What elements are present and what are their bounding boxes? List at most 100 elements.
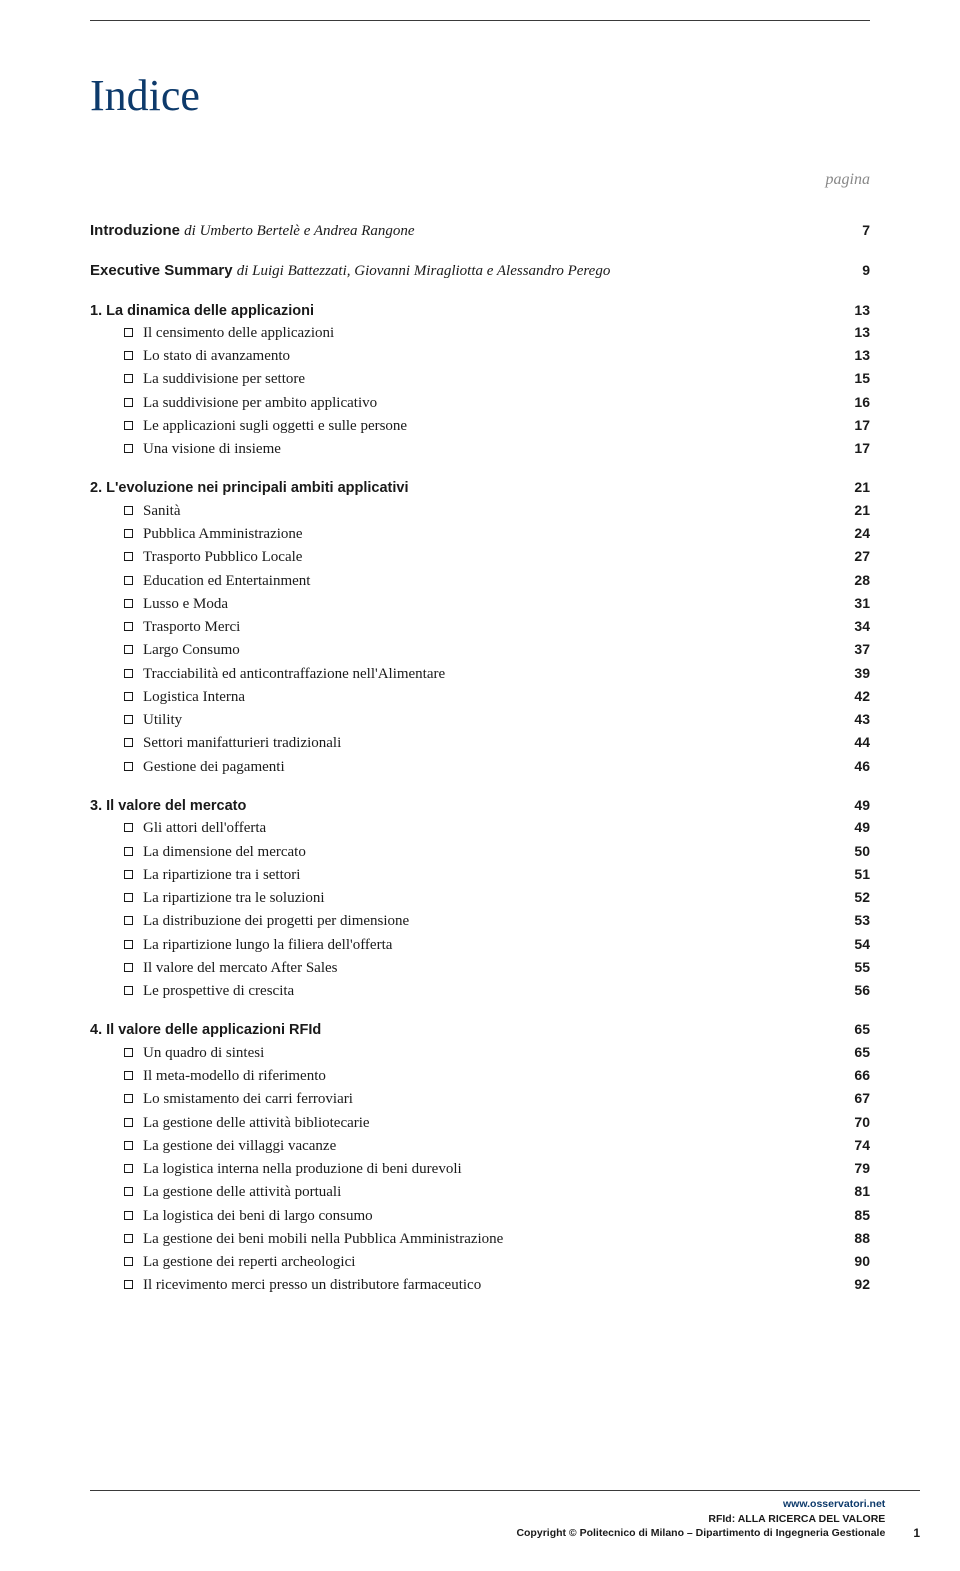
bullet-icon [124,1257,133,1266]
toc-row: Introduzione di Umberto Bertelè e Andrea… [90,219,870,243]
toc-row-label: La suddivisione per ambito applicativo [90,392,830,415]
toc-row-label: Tracciabilità ed anticontraffazione nell… [90,663,830,686]
toc-row-label: Lusso e Moda [90,593,830,616]
toc-row-page: 21 [830,477,870,499]
toc-row: Le prospettive di crescita56 [90,980,870,1003]
toc-row: Logistica Interna42 [90,686,870,709]
bullet-icon [124,1094,133,1103]
toc-row-page: 85 [830,1205,870,1227]
toc-row-page: 49 [830,817,870,839]
toc-row: 4. Il valore delle applicazioni RFId65 [90,1019,870,1041]
toc-row-page: 81 [830,1181,870,1203]
toc-row: Il censimento delle applicazioni13 [90,322,870,345]
bullet-icon [124,669,133,678]
bullet-icon [124,1187,133,1196]
toc-row-label: Executive Summary di Luigi Battezzati, G… [90,259,830,283]
bullet-icon [124,823,133,832]
toc-row-label: Le prospettive di crescita [90,980,830,1003]
toc-row-label: Gli attori dell'offerta [90,817,830,840]
bullet-icon [124,893,133,902]
toc-row-page: 31 [830,593,870,615]
toc-row-label: La logistica dei beni di largo consumo [90,1205,830,1228]
bullet-icon [124,328,133,337]
toc-row-page: 43 [830,709,870,731]
toc-row: La suddivisione per ambito applicativo16 [90,392,870,415]
toc-row-page: 28 [830,570,870,592]
footer-subtitle: RFId: ALLA RICERCA DEL VALORE [90,1512,885,1527]
toc-row-page: 56 [830,980,870,1002]
toc-row: Pubblica Amministrazione24 [90,523,870,546]
footer-rule [90,1490,920,1491]
toc-row: La gestione dei villaggi vacanze74 [90,1135,870,1158]
toc-row-page: 42 [830,686,870,708]
toc-row-label: La dimensione del mercato [90,841,830,864]
bullet-icon [124,374,133,383]
toc-row: Sanità21 [90,500,870,523]
toc-row-page: 21 [830,500,870,522]
toc-row: Lo stato di avanzamento13 [90,345,870,368]
toc-row: La gestione delle attività portuali81 [90,1181,870,1204]
toc-row-label: 3. Il valore del mercato [90,795,830,817]
toc-row: Tracciabilità ed anticontraffazione nell… [90,663,870,686]
toc-row-page: 79 [830,1158,870,1180]
toc-row-label: Una visione di insieme [90,438,830,461]
toc-row-label: Lo smistamento dei carri ferroviari [90,1088,830,1111]
toc-row-label: 4. Il valore delle applicazioni RFId [90,1019,830,1041]
toc-row: 1. La dinamica delle applicazioni13 [90,300,870,322]
toc-row-page: 34 [830,616,870,638]
toc-row-label: Education ed Entertainment [90,570,830,593]
bullet-icon [124,1048,133,1057]
toc-row-page: 46 [830,756,870,778]
toc-row-label: La ripartizione lungo la filiera dell'of… [90,934,830,957]
toc-row-label: La suddivisione per settore [90,368,830,391]
page-container: Indice pagina Introduzione di Umberto Be… [0,0,960,1571]
toc-row-label: Lo stato di avanzamento [90,345,830,368]
toc-gap [90,284,870,300]
bullet-icon [124,576,133,585]
toc-row: La suddivisione per settore15 [90,368,870,391]
toc-row: Un quadro di sintesi65 [90,1042,870,1065]
bullet-icon [124,1211,133,1220]
toc-row-page: 39 [830,663,870,685]
toc-row-label: Il valore del mercato After Sales [90,957,830,980]
bullet-icon [124,1164,133,1173]
toc-row: Education ed Entertainment28 [90,570,870,593]
bullet-icon [124,444,133,453]
toc-row-page: 44 [830,732,870,754]
toc-row-label: Utility [90,709,830,732]
toc-row-label: La gestione delle attività bibliotecarie [90,1112,830,1135]
toc-row: La gestione dei beni mobili nella Pubbli… [90,1228,870,1251]
toc-row-label: Il censimento delle applicazioni [90,322,830,345]
toc-row-page: 54 [830,934,870,956]
toc-row: La ripartizione tra i settori51 [90,864,870,887]
toc-row: Lusso e Moda31 [90,593,870,616]
toc-row-label: Il meta-modello di riferimento [90,1065,830,1088]
toc-row-label: Logistica Interna [90,686,830,709]
toc-row-page: 90 [830,1251,870,1273]
bullet-icon [124,963,133,972]
toc-row-label: La gestione delle attività portuali [90,1181,830,1204]
toc-row: Executive Summary di Luigi Battezzati, G… [90,259,870,283]
toc-row-label: Il ricevimento merci presso un distribut… [90,1274,830,1297]
toc-row: Gestione dei pagamenti46 [90,756,870,779]
toc-row-page: 37 [830,639,870,661]
toc-row: Le applicazioni sugli oggetti e sulle pe… [90,415,870,438]
bullet-icon [124,692,133,701]
bullet-icon [124,762,133,771]
toc-row-label: 2. L'evoluzione nei principali ambiti ap… [90,477,830,499]
footer-link: www.osservatori.net [90,1497,885,1512]
toc-row-label: Trasporto Merci [90,616,830,639]
toc-row-label: Sanità [90,500,830,523]
toc-row-label: Introduzione di Umberto Bertelè e Andrea… [90,219,830,243]
toc-row: La logistica dei beni di largo consumo85 [90,1205,870,1228]
toc-row: La gestione delle attività bibliotecarie… [90,1112,870,1135]
toc-row-label: La distribuzione dei progetti per dimens… [90,910,830,933]
toc-row: Lo smistamento dei carri ferroviari67 [90,1088,870,1111]
toc-row-page: 13 [830,322,870,344]
bullet-icon [124,1141,133,1150]
toc-row-label: Pubblica Amministrazione [90,523,830,546]
toc-row: La ripartizione lungo la filiera dell'of… [90,934,870,957]
toc-row-page: 15 [830,368,870,390]
footer-page-number: 1 [913,1526,920,1541]
bullet-icon [124,940,133,949]
